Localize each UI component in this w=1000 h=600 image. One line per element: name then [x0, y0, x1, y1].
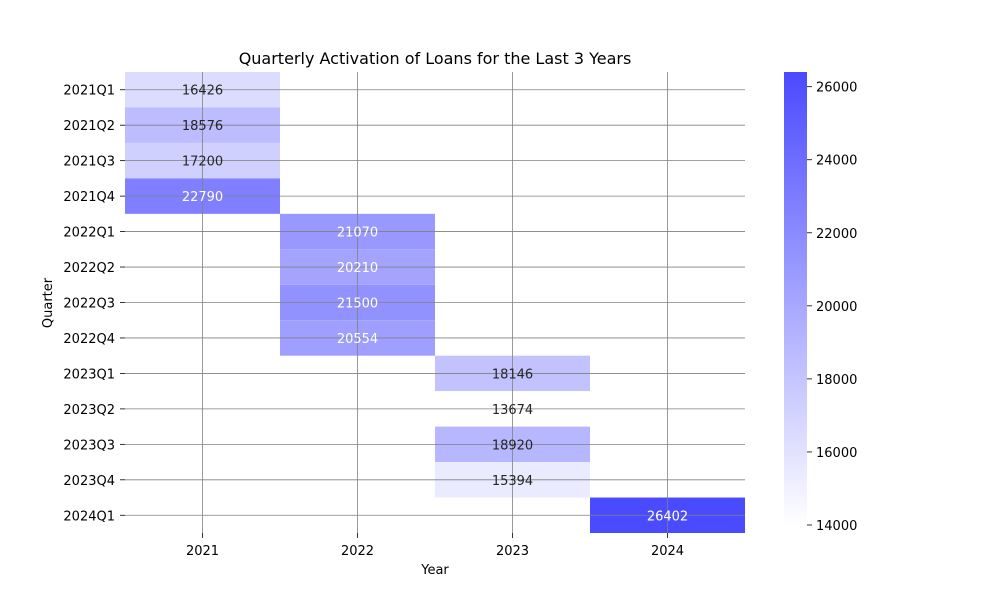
y-axis: 2021Q1 2021Q2 2021Q3 2021Q4 2022Q1 2022Q2 2022…	[63, 84, 125, 524]
cell-value-label: 17200	[182, 155, 223, 170]
y-tick-label: 2023Q1	[63, 367, 115, 382]
y-tick-label: 2021Q4	[63, 190, 115, 205]
y-tick-label: 2021Q2	[63, 119, 115, 134]
cell-value-label: 18146	[492, 367, 533, 382]
x-axis-label: Year	[420, 563, 449, 578]
y-tick-label: 2023Q2	[63, 403, 115, 418]
colorbar-tick-label: 22000	[816, 227, 857, 242]
colorbar-gradient	[784, 72, 807, 525]
colorbar-tick-label: 16000	[816, 446, 857, 461]
cell-value-label: 15394	[492, 474, 533, 489]
colorbar-tick-label: 14000	[816, 519, 857, 534]
x-axis: 2021 2022 2023 2024	[186, 533, 684, 559]
x-tick-label: 2024	[651, 544, 684, 559]
y-tick-label: 2023Q3	[63, 438, 115, 453]
cell-value-label: 21070	[337, 226, 378, 241]
y-tick-label: 2021Q1	[63, 84, 115, 99]
chart-title: Quarterly Activation of Loans for the La…	[239, 49, 632, 68]
y-tick-label: 2021Q3	[63, 155, 115, 170]
x-tick-label: 2022	[341, 544, 374, 559]
x-tick-label: 2021	[186, 544, 219, 559]
cell-value-label: 18920	[492, 438, 533, 453]
grid-lines	[125, 72, 745, 533]
cell-value-label: 26402	[647, 509, 688, 524]
colorbar-tick-label: 24000	[816, 154, 857, 169]
colorbar-tick-label: 26000	[816, 81, 857, 96]
colorbar-tick-label: 20000	[816, 300, 857, 315]
cell-value-label: 21500	[337, 297, 378, 312]
cell-value-label: 18576	[182, 119, 223, 134]
cell-value-label: 13674	[492, 403, 533, 418]
cell-value-label: 16426	[182, 84, 223, 99]
y-tick-label: 2024Q1	[63, 509, 115, 524]
y-tick-label: 2022Q2	[63, 261, 115, 276]
y-tick-label: 2022Q1	[63, 226, 115, 241]
x-tick-label: 2023	[496, 544, 529, 559]
cell-value-label: 22790	[182, 190, 223, 205]
colorbar-tick-label: 18000	[816, 373, 857, 388]
y-axis-label: Quarter	[41, 277, 56, 328]
colorbar: 14000 16000 18000 20000 22000 24000 26000	[784, 72, 857, 534]
cell-value-label: 20554	[337, 332, 378, 347]
cell-value-label: 20210	[337, 261, 378, 276]
cell-labels: 16426 18576 17200 22790 21070 20210 21500 20554…	[182, 84, 688, 525]
y-tick-label: 2022Q4	[63, 332, 115, 347]
y-tick-label: 2023Q4	[63, 474, 115, 489]
y-tick-label: 2022Q3	[63, 297, 115, 312]
